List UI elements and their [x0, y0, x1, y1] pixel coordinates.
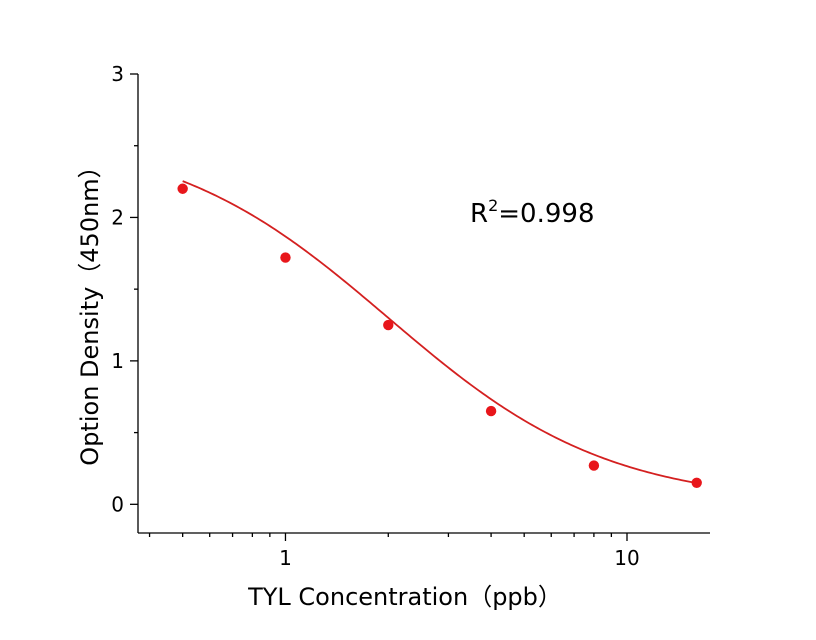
data-point — [588, 460, 600, 471]
fit-curve — [182, 180, 697, 484]
y-tick-label: 1 — [111, 349, 124, 373]
data-point — [177, 183, 188, 194]
x-axis-title: TYL Concentration（ppb） — [247, 583, 562, 611]
r-squared-annotation: R2=0.998 — [470, 196, 594, 229]
y-tick-label: 2 — [111, 205, 124, 229]
x-tick-label: 1 — [279, 546, 292, 570]
y-tick-label: 0 — [111, 492, 124, 516]
x-axis: 1 10 — [138, 532, 710, 570]
x-tick-label: 10 — [614, 546, 639, 570]
data-point — [280, 252, 291, 263]
y-axis: 0 1 2 3 — [111, 62, 139, 533]
r-squared-value: =0.998 — [498, 199, 594, 229]
data-point — [383, 319, 394, 331]
data-point — [485, 405, 497, 417]
r-squared-superscript: 2 — [488, 196, 498, 215]
y-tick-label: 3 — [111, 62, 124, 86]
y-axis-title: Option Density（450nm） — [76, 154, 104, 465]
data-point — [691, 477, 702, 488]
r-squared-base: R — [470, 199, 488, 229]
